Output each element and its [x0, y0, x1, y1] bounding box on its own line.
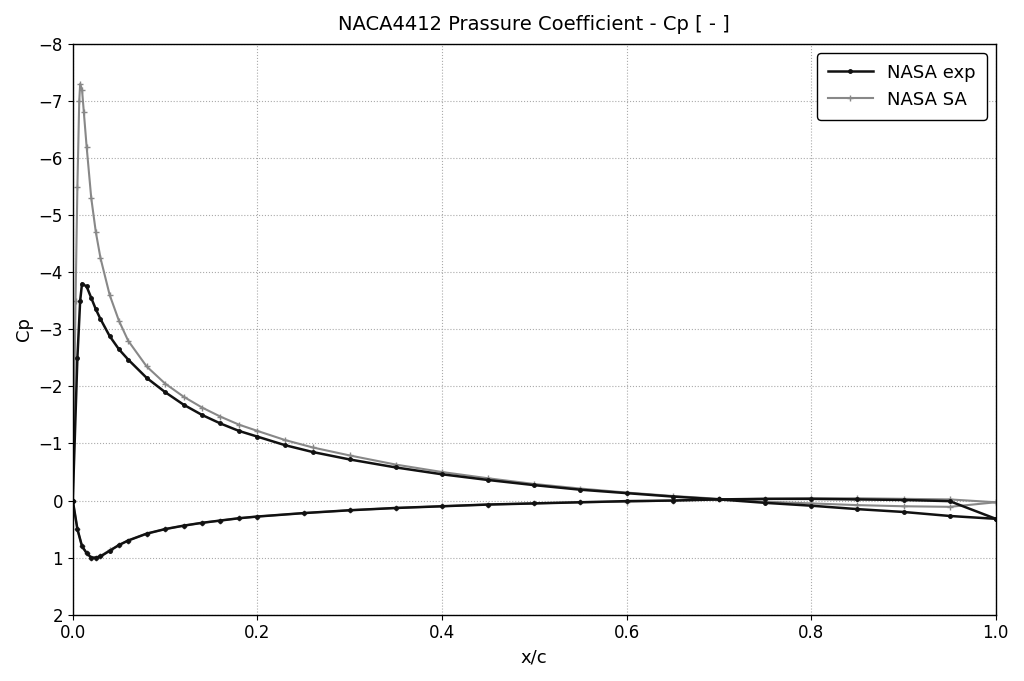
NASA SA — [279, 436, 291, 444]
NASA SA — [343, 452, 355, 460]
NASA SA — [73, 97, 85, 105]
NASA exp — [943, 512, 955, 520]
NASA exp — [251, 432, 263, 441]
NASA exp — [81, 283, 93, 291]
NASA SA — [574, 484, 587, 492]
NASA SA — [989, 498, 1001, 507]
NASA exp — [232, 427, 245, 435]
NASA SA — [72, 183, 84, 191]
NASA exp — [113, 345, 125, 353]
NASA SA — [232, 421, 245, 429]
Line: NASA exp: NASA exp — [70, 280, 999, 522]
Line: NASA SA: NASA SA — [70, 80, 999, 510]
NASA exp — [713, 495, 725, 503]
NASA exp — [759, 498, 771, 507]
NASA exp — [177, 400, 189, 409]
NASA SA — [306, 443, 318, 452]
NASA exp — [122, 355, 134, 364]
NASA SA — [214, 413, 226, 421]
NASA SA — [436, 468, 449, 476]
NASA exp — [621, 489, 633, 497]
NASA SA — [76, 86, 88, 94]
NASA exp — [140, 374, 153, 382]
NASA SA — [85, 194, 97, 202]
NASA SA — [67, 496, 79, 505]
NASA SA — [140, 362, 153, 370]
NASA SA — [74, 80, 86, 88]
NASA exp — [390, 463, 402, 471]
X-axis label: x/c: x/c — [521, 648, 548, 666]
NASA SA — [113, 317, 125, 325]
NASA exp — [94, 315, 106, 323]
NASA SA — [159, 379, 171, 387]
NASA SA — [713, 495, 725, 503]
NASA exp — [306, 448, 318, 456]
NASA exp — [343, 456, 355, 464]
NASA SA — [90, 228, 102, 236]
NASA exp — [851, 505, 863, 513]
NASA exp — [85, 294, 97, 302]
NASA exp — [989, 515, 1001, 523]
NASA exp — [897, 508, 909, 516]
NASA SA — [81, 142, 93, 151]
NASA SA — [78, 108, 90, 116]
NASA SA — [897, 502, 909, 510]
Y-axis label: Cp: Cp — [15, 317, 33, 341]
NASA exp — [528, 481, 541, 489]
NASA SA — [70, 297, 82, 305]
Title: NACA4412 Prassure Coefficient - Cp [ - ]: NACA4412 Prassure Coefficient - Cp [ - ] — [338, 15, 730, 34]
NASA SA — [94, 254, 106, 262]
NASA SA — [805, 499, 817, 507]
NASA SA — [196, 403, 208, 411]
NASA exp — [279, 441, 291, 449]
NASA exp — [72, 353, 84, 362]
NASA exp — [76, 280, 88, 288]
NASA exp — [90, 305, 102, 313]
NASA exp — [103, 332, 116, 340]
NASA SA — [759, 498, 771, 506]
NASA exp — [667, 492, 679, 501]
NASA SA — [390, 460, 402, 469]
NASA exp — [805, 502, 817, 510]
NASA exp — [574, 486, 587, 494]
NASA SA — [122, 336, 134, 345]
NASA SA — [943, 503, 955, 511]
NASA exp — [436, 470, 449, 478]
NASA exp — [196, 411, 208, 419]
Legend: NASA exp, NASA SA: NASA exp, NASA SA — [817, 53, 987, 120]
NASA exp — [74, 297, 86, 305]
NASA SA — [528, 480, 541, 488]
NASA SA — [103, 291, 116, 299]
NASA exp — [159, 388, 171, 396]
NASA SA — [251, 427, 263, 435]
NASA SA — [177, 392, 189, 400]
NASA exp — [67, 496, 79, 505]
NASA SA — [851, 501, 863, 509]
NASA exp — [482, 476, 495, 484]
NASA SA — [667, 492, 679, 500]
NASA SA — [621, 488, 633, 496]
NASA SA — [482, 474, 495, 482]
NASA exp — [214, 419, 226, 428]
